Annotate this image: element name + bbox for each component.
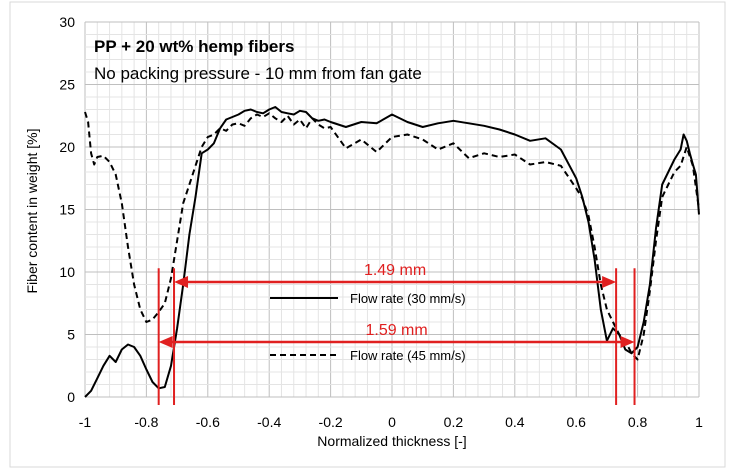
x-tick-label: -0.4: [257, 414, 281, 430]
y-tick-label: 5: [67, 327, 75, 343]
vertical-markers: [157, 268, 636, 405]
series-line-30mms: [84, 106, 700, 398]
dimension-label-1-49: 1.49 mm: [364, 262, 426, 279]
dimension-arrowhead-left: [174, 276, 189, 288]
dimension-arrowhead-right: [602, 276, 617, 288]
x-axis-tick-labels: -1 -0.8 -0.6 -0.4 -0.2 0 0.2 0.4 0.6 0.8 1: [79, 414, 703, 430]
y-tick-label: 0: [67, 389, 75, 405]
y-axis-title: Fiber content in weight [%]: [24, 129, 40, 294]
x-tick-label: 0.4: [505, 414, 525, 430]
x-axis-title: Normalized thickness [-]: [317, 433, 466, 449]
chart-subtitle: No packing pressure - 10 mm from fan gat…: [94, 64, 422, 83]
y-tick-label: 10: [59, 264, 75, 280]
x-tick-label: -0.6: [196, 414, 220, 430]
legend-label-30mms: Flow rate (30 mm/s): [350, 291, 466, 306]
dimension-arrowhead-right: [620, 336, 635, 348]
y-tick-label: 30: [59, 14, 75, 30]
x-tick-label: 0.8: [628, 414, 648, 430]
y-tick-label: 25: [59, 77, 75, 93]
series-line-45mms: [84, 111, 700, 361]
dimension-arrowhead-left: [158, 336, 173, 348]
legend: Flow rate (30 mm/s) Flow rate (45 mm/s): [270, 291, 466, 363]
series-layer: [84, 106, 700, 398]
x-tick-label: -0.2: [319, 414, 343, 430]
legend-label-45mms: Flow rate (45 mm/s): [350, 348, 466, 363]
y-tick-label: 15: [59, 202, 75, 218]
x-tick-label: 0.2: [444, 414, 464, 430]
dimension-label-1-59: 1.59 mm: [365, 322, 427, 339]
dimension-annotations: 1.49 mm 1.59 mm: [158, 262, 635, 348]
x-tick-label: -0.8: [134, 414, 158, 430]
x-tick-label: 0.6: [566, 414, 586, 430]
x-tick-label: -1: [79, 414, 92, 430]
y-tick-label: 20: [59, 139, 75, 155]
y-axis-tick-labels: 0 5 10 15 20 25 30: [59, 14, 75, 405]
x-tick-label: 1: [695, 414, 703, 430]
chart-title: PP + 20 wt% hemp fibers: [94, 37, 294, 56]
x-tick-label: 0: [388, 414, 396, 430]
